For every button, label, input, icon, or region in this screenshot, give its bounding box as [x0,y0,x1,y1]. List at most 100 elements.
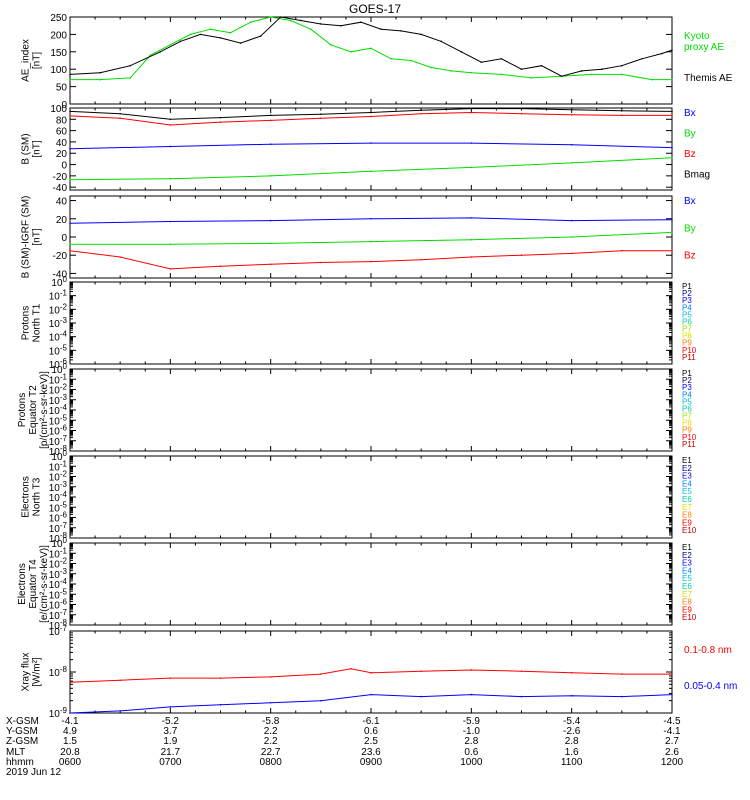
y-axis-label: North T3 [32,477,43,516]
series-line-b-2 [69,111,672,126]
data-point [370,260,372,263]
y-tick-label: 10-4 [49,577,68,591]
x-row-value: 2.2 [264,726,278,737]
data-point [671,114,673,117]
data-point [169,268,172,270]
data-point [370,47,372,50]
data-point [69,222,71,225]
legend-entry: Bx [684,196,696,207]
data-point [470,238,473,241]
data-point [530,77,533,79]
legend-entry: Bmag [684,170,710,181]
y-tick-mantissa: 10 [49,462,61,473]
y-tick-label: 10-5 [49,500,68,514]
series-line-xray-0 [69,668,672,683]
data-point [420,670,422,672]
legend-entry: Themis AE [684,73,733,84]
legend-entry: P10 [682,346,697,355]
data-point [69,73,71,76]
data-point [370,693,372,696]
y-tick-exponent: -7 [60,608,68,617]
legend-entry: P11 [682,440,696,449]
date-label: 2019 Jun 12 [6,767,61,778]
data-point [370,170,372,173]
x-row-label: MLT [6,747,25,758]
data-point [580,70,583,72]
data-point [470,217,473,219]
data-point [480,61,483,64]
data-point [460,51,463,53]
panel-frame [69,281,673,365]
y-tick-exponent: 0 [63,362,68,371]
data-point [520,107,523,110]
x-row-value: 2.6 [665,747,679,758]
legend-entry: Bz [684,251,696,262]
x-row-label: Y-GSM [6,726,38,737]
y-tick-exponent: -6 [60,424,68,433]
data-point [520,68,523,70]
legend-entry: Bx [684,108,696,119]
data-point [420,109,422,112]
legend-entry: E2 [682,464,692,473]
data-point [350,51,352,53]
data-point [671,249,673,252]
data-point [310,28,312,30]
y-tick-mantissa: 10 [51,452,63,463]
y-tick-exponent: -1 [60,289,68,298]
x-row-value: 4.9 [63,726,77,737]
y-axis-label: [nT] [32,228,43,245]
data-point [520,254,523,257]
legend-entry: E10 [682,613,697,622]
panel-frame [69,455,673,539]
data-point [470,693,473,696]
legend-entry: E7 [682,590,692,599]
y-tick-label: 10-4 [49,403,68,417]
legend-entry: Kyoto [684,31,710,42]
data-point [269,219,272,222]
data-point [621,73,623,76]
y-tick-label: 10-8 [49,444,68,458]
y-tick-mantissa: 10 [49,611,61,622]
y-tick-exponent: -8 [60,531,68,540]
data-point [370,672,372,674]
y-tick-exponent: -2 [60,302,68,311]
data-point [330,44,332,46]
data-point [520,670,523,672]
x-axis-table: X-GSM -4.1 -5.2 -5.8 -6.1 -5.9 -5.4 -4.5 Y-GSM 4.… [6,716,684,768]
y-tick-mantissa: 10 [49,396,61,407]
data-point [410,59,412,62]
y-tick-label: 150 [50,48,67,59]
y-tick-exponent: -2 [60,383,68,392]
y-tick-mantissa: 10 [49,447,61,458]
legend-entry: E10 [682,526,697,535]
y-tick-label: 200 [50,30,67,41]
x-row-value: -1.0 [463,726,481,737]
y-tick-label: 10-6 [49,424,68,438]
data-point [69,249,71,252]
data-point [69,147,71,150]
legend-entry: E4 [682,566,692,575]
y-tick-label: 10-4 [49,330,68,344]
data-point [119,112,121,115]
y-tick-label: 10-6 [49,357,68,371]
data-point [570,694,573,697]
y-tick-label: 10-5 [49,413,68,427]
data-point [570,672,573,674]
x-row-value: 23.6 [361,747,381,758]
y-tick-label: 0 [61,161,67,172]
legend-entry: P4 [682,390,692,399]
y-tick-exponent: -6 [60,357,68,366]
data-point [370,111,372,114]
legend-entry: P5 [682,310,692,319]
y-tick-exponent: -7 [60,434,68,443]
legend-entry: P8 [682,419,692,428]
data-point [69,115,71,117]
data-point [119,117,121,119]
y-tick-mantissa: 10 [49,560,61,571]
data-point [69,179,71,181]
y-tick-label: 10-2 [49,557,68,571]
y-tick-mantissa: 10 [49,514,61,525]
x-row-value: 3.7 [163,726,177,737]
legend-entry: P5 [682,397,692,406]
